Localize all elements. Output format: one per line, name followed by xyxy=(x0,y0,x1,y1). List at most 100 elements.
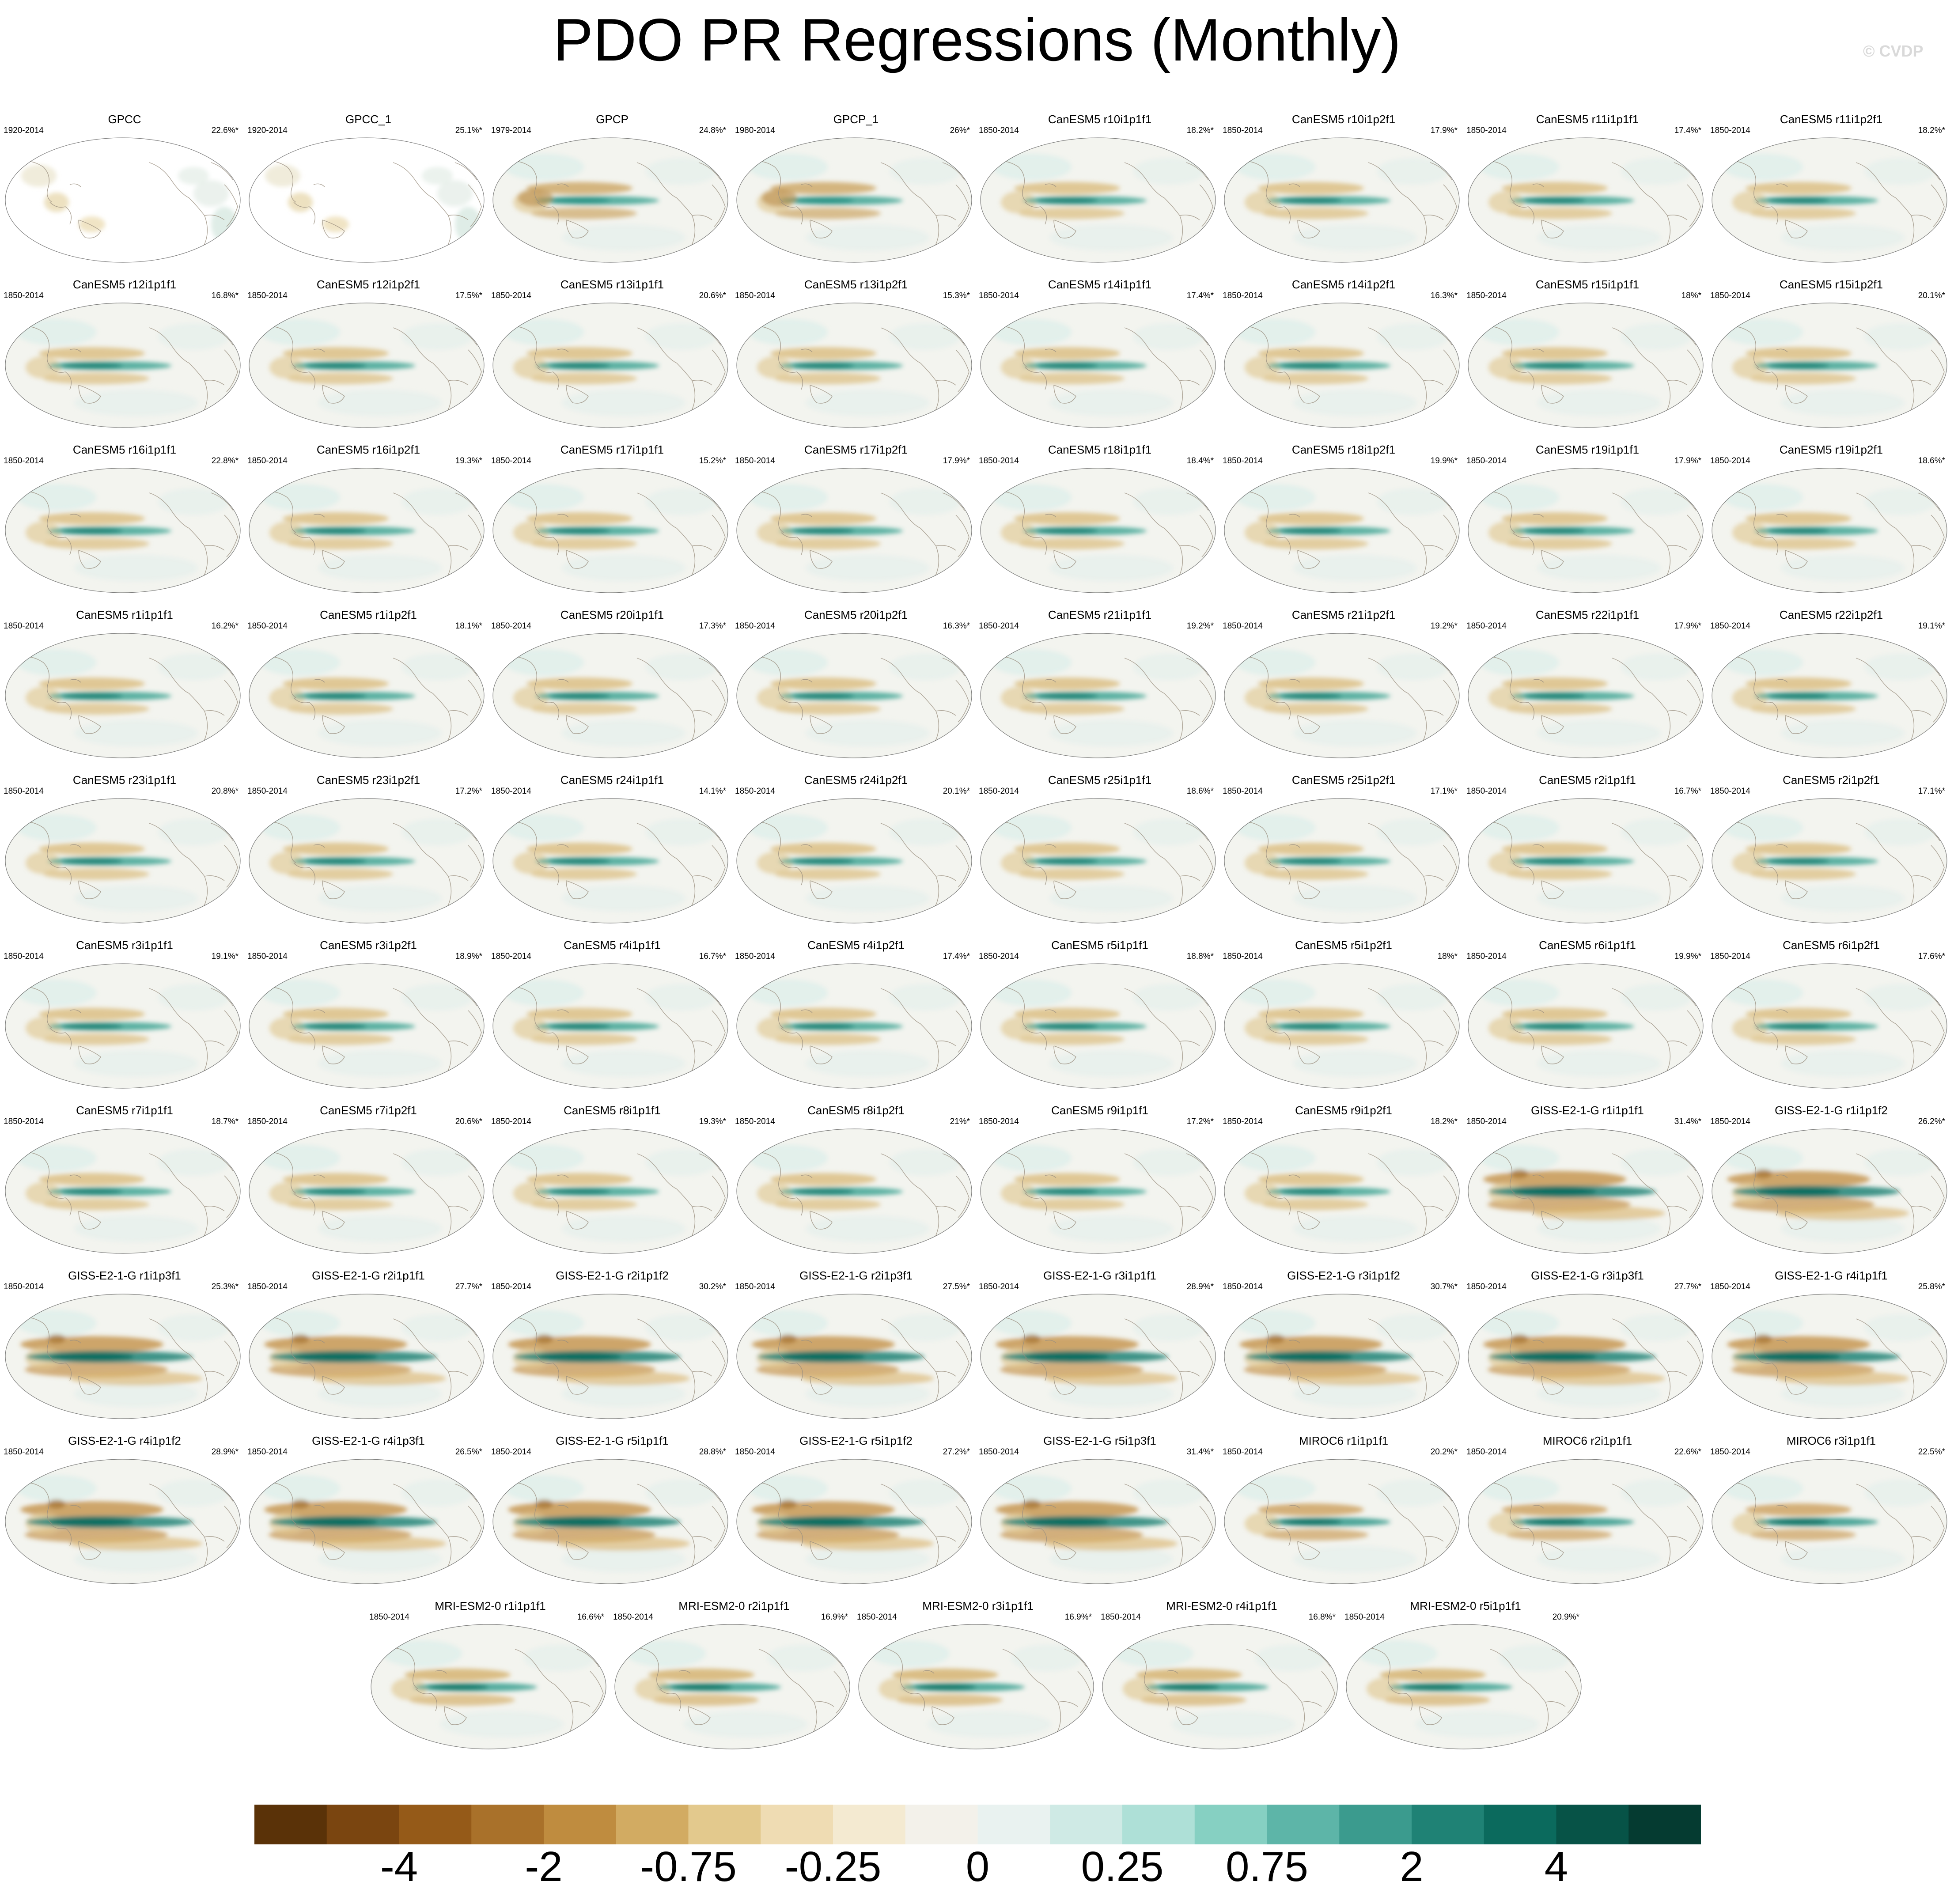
map-panel: CanESM5 r17i1p1f1 1850-2014 15.2%* xyxy=(491,440,733,599)
panel-title: CanESM5 r22i1p1f1 xyxy=(1535,608,1640,621)
panel-percent: 17.1%* xyxy=(1918,787,1945,796)
panel-years: 1850-2014 xyxy=(857,1613,897,1622)
regression-map xyxy=(492,633,728,758)
map-panel: CanESM5 r14i1p1f1 1850-2014 17.4%* xyxy=(979,275,1221,434)
panel-title: CanESM5 r8i1p2f1 xyxy=(807,1104,905,1117)
regression-map xyxy=(1224,1459,1460,1584)
panel-title: CanESM5 r21i1p2f1 xyxy=(1291,608,1396,621)
panel-years: 1850-2014 xyxy=(735,621,775,631)
panel-years: 1979-2014 xyxy=(491,126,531,135)
map-panel: CanESM5 r16i1p1f1 1850-2014 22.8%* xyxy=(4,440,246,599)
regression-map xyxy=(736,1128,972,1254)
panel-years: 1850-2014 xyxy=(735,952,775,961)
map-panel: CanESM5 r8i1p2f1 1850-2014 21%* xyxy=(735,1101,977,1260)
colorbar-tick-label: -0.25 xyxy=(784,1843,882,1890)
map-panel: CanESM5 r24i1p2f1 1850-2014 20.1%* xyxy=(735,770,977,929)
regression-map xyxy=(249,798,485,924)
map-panel: MRI-ESM2-0 r1i1p1f1 1850-2014 16.6%* xyxy=(369,1596,611,1755)
colorbar-tick-label: 4 xyxy=(1544,1843,1568,1890)
panel-years: 1850-2014 xyxy=(1223,1117,1263,1126)
colorbar-swatch xyxy=(399,1805,472,1844)
panel-years: 1850-2014 xyxy=(1466,1447,1507,1457)
panel-title: CanESM5 r14i1p2f1 xyxy=(1291,278,1396,291)
panel-years: 1850-2014 xyxy=(4,1117,44,1126)
colorbar-swatch xyxy=(1050,1805,1123,1844)
regression-map xyxy=(980,303,1216,428)
panel-percent: 20.1%* xyxy=(1918,291,1945,300)
regression-map xyxy=(492,1459,728,1584)
map-panel: CanESM5 r13i1p2f1 1850-2014 15.3%* xyxy=(735,275,977,434)
panel-percent: 27.2%* xyxy=(943,1447,970,1457)
map-panel: CanESM5 r6i1p2f1 1850-2014 17.6%* xyxy=(1710,935,1952,1094)
regression-map xyxy=(249,1459,485,1584)
panel-years: 1850-2014 xyxy=(4,952,44,961)
panel-title: CanESM5 r2i1p2f1 xyxy=(1783,773,1880,787)
panel-years: 1850-2014 xyxy=(1223,1282,1263,1291)
map-panel: CanESM5 r3i1p1f1 1850-2014 19.1%* xyxy=(4,935,246,1094)
map-panel: GISS-E2-1-G r5i1p1f1 1850-2014 28.8%* xyxy=(491,1431,733,1590)
panel-percent: 18.2%* xyxy=(1186,126,1214,135)
panel-years: 1850-2014 xyxy=(491,952,531,961)
panel-percent: 22.5%* xyxy=(1918,1447,1945,1457)
panel-percent: 24.8%* xyxy=(699,126,726,135)
colorbar-tick-label: -4 xyxy=(380,1843,418,1890)
panel-percent: 27.5%* xyxy=(943,1282,970,1291)
panel-percent: 18.9%* xyxy=(455,952,482,961)
panel-percent: 17.4%* xyxy=(943,952,970,961)
regression-map xyxy=(249,963,485,1089)
panel-years: 1850-2014 xyxy=(1223,456,1263,466)
colorbar-swatch xyxy=(616,1805,689,1844)
regression-map xyxy=(1712,303,1947,428)
panel-years: 1850-2014 xyxy=(491,1117,531,1126)
panel-title: MRI-ESM2-0 r1i1p1f1 xyxy=(435,1599,546,1613)
colorbar-swatch xyxy=(1267,1805,1340,1844)
panel-years: 1850-2014 xyxy=(247,621,288,631)
panel-title: CanESM5 r10i1p1f1 xyxy=(1048,113,1152,126)
panel-years: 1850-2014 xyxy=(247,456,288,466)
panel-percent: 17.9%* xyxy=(1674,621,1701,631)
panel-years: 1850-2014 xyxy=(1223,1447,1263,1457)
regression-map xyxy=(1712,137,1947,263)
map-panel: CanESM5 r25i1p2f1 1850-2014 17.1%* xyxy=(1223,770,1465,929)
panel-percent: 16.9%* xyxy=(821,1613,848,1622)
panel-title: GISS-E2-1-G r2i1p3f1 xyxy=(799,1269,913,1282)
regression-map xyxy=(736,963,972,1089)
panel-percent: 17.3%* xyxy=(699,621,726,631)
panel-years: 1850-2014 xyxy=(1466,787,1507,796)
colorbar-tick-label: 2 xyxy=(1400,1843,1424,1890)
regression-map xyxy=(736,633,972,758)
panel-years: 1850-2014 xyxy=(1466,1117,1507,1126)
panel-title: CanESM5 r11i1p1f1 xyxy=(1536,113,1639,126)
regression-map xyxy=(1102,1624,1338,1749)
panel-title: CanESM5 r9i1p2f1 xyxy=(1295,1104,1392,1117)
panel-years: 1850-2014 xyxy=(4,787,44,796)
map-panel: GISS-E2-1-G r4i1p3f1 1850-2014 26.5%* xyxy=(247,1431,489,1590)
panel-percent: 18.2%* xyxy=(1430,1117,1458,1126)
panel-percent: 18%* xyxy=(1681,291,1701,300)
colorbar-swatch xyxy=(1339,1805,1412,1844)
panel-title: CanESM5 r19i1p1f1 xyxy=(1535,443,1640,456)
panel-percent: 18.4%* xyxy=(1186,456,1214,466)
colorbar-tick-label: 0.75 xyxy=(1226,1843,1308,1890)
map-panel: CanESM5 r16i1p2f1 1850-2014 19.3%* xyxy=(247,440,489,599)
regression-map xyxy=(736,468,972,593)
panel-title: CanESM5 r14i1p1f1 xyxy=(1048,278,1152,291)
panel-title: GISS-E2-1-G r4i1p1f2 xyxy=(68,1434,181,1447)
panel-title: GISS-E2-1-G r4i1p1f1 xyxy=(1775,1269,1888,1282)
panel-title: GPCP xyxy=(596,113,629,126)
map-panel: GPCP 1979-2014 24.8%* xyxy=(491,110,733,269)
panel-title: CanESM5 r23i1p1f1 xyxy=(72,773,177,787)
regression-map xyxy=(492,137,728,263)
panel-years: 1850-2014 xyxy=(979,126,1019,135)
panel-title: CanESM5 r4i1p1f1 xyxy=(564,939,661,952)
panel-percent: 18.7%* xyxy=(211,1117,239,1126)
panel-percent: 26%* xyxy=(950,126,970,135)
regression-map xyxy=(1224,963,1460,1089)
panel-title: MIROC6 r3i1p1f1 xyxy=(1786,1434,1876,1447)
panel-percent: 31.4%* xyxy=(1674,1117,1701,1126)
colorbar-swatch xyxy=(761,1805,833,1844)
panel-title: GPCC_1 xyxy=(345,113,392,126)
map-panel: MIROC6 r2i1p1f1 1850-2014 22.6%* xyxy=(1466,1431,1708,1590)
panel-percent: 27.7%* xyxy=(1674,1282,1701,1291)
panel-title: MIROC6 r1i1p1f1 xyxy=(1299,1434,1389,1447)
